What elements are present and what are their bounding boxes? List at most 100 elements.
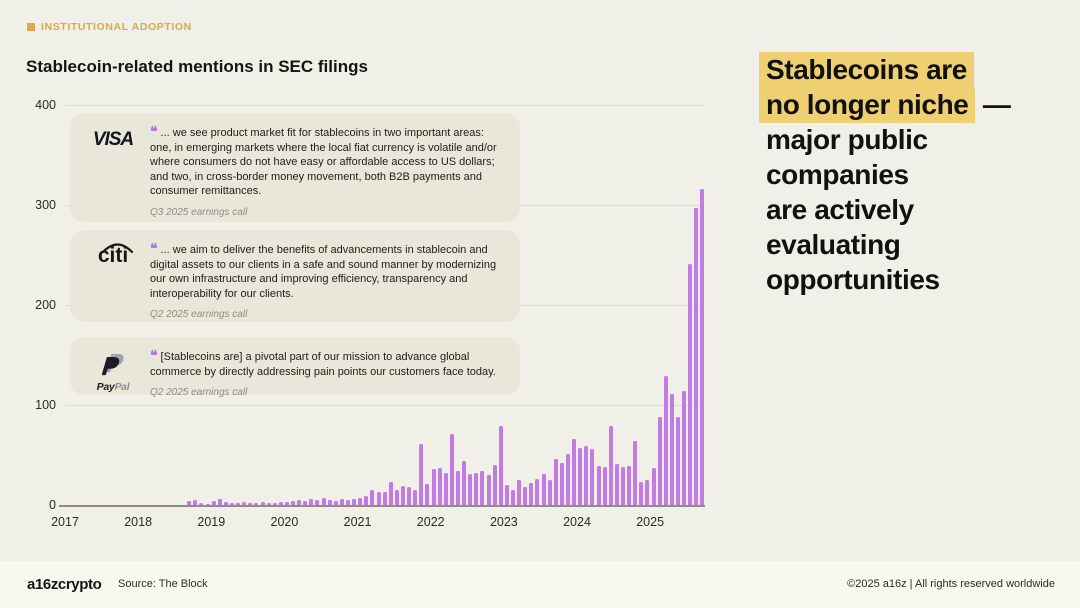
bar <box>370 490 375 505</box>
bar <box>217 499 222 505</box>
bar <box>333 501 338 505</box>
quote-attribution-visa: Q3 2025 earnings call <box>150 206 248 218</box>
bars <box>65 105 705 505</box>
x-tick-label: 2025 <box>636 515 665 529</box>
bar <box>223 502 228 505</box>
headline: Stablecoins are no longer niche — major … <box>759 52 1056 297</box>
bar <box>394 490 399 505</box>
bar <box>541 474 546 505</box>
bar <box>321 498 326 505</box>
bar <box>572 439 577 505</box>
quote-text-paypal: ❝ [Stablecoins are] a pivotal part of our… <box>150 347 496 378</box>
bar <box>627 466 632 505</box>
quote-icon: ❝ <box>150 347 158 363</box>
quote-attribution-citi: Q2 2025 earnings call <box>150 309 248 320</box>
bar <box>523 487 528 505</box>
bar <box>291 501 296 505</box>
bar <box>474 473 479 505</box>
bar <box>700 189 705 505</box>
bar <box>492 465 497 505</box>
bar <box>535 479 540 505</box>
bar <box>309 499 314 505</box>
bar <box>437 468 442 505</box>
paypal-logo-icon: PayPal <box>97 353 130 395</box>
x-tick-label: 2019 <box>197 515 226 529</box>
quote-attribution-paypal: Q2 2025 earnings call <box>150 387 248 398</box>
bar <box>529 483 534 505</box>
bar <box>486 475 491 505</box>
source-label: Source: The Block <box>118 578 208 590</box>
bar <box>376 492 381 505</box>
bar <box>682 391 687 505</box>
eyebrow-label: INSTITUTIONAL ADOPTION <box>41 21 192 33</box>
bar <box>645 480 650 505</box>
bar <box>663 376 668 505</box>
bar <box>675 417 680 505</box>
bar-chart-plot <box>59 105 705 507</box>
bar <box>242 502 247 505</box>
headline-line: companies <box>766 159 909 190</box>
bar <box>602 467 607 505</box>
bar <box>297 500 302 505</box>
visa-logo-icon: VISA <box>92 129 134 150</box>
bar <box>694 208 699 505</box>
quote-text-visa: ❝... we see product market fit for stabl… <box>150 123 497 197</box>
footer: a16zcrypto Source: The Block ©2025 a16z … <box>0 561 1080 608</box>
y-tick-label: 100 <box>35 398 56 412</box>
gridline <box>65 405 705 406</box>
bar <box>272 503 277 505</box>
bar <box>248 503 253 505</box>
bar <box>236 503 241 505</box>
bar <box>284 502 289 505</box>
y-tick-label: 300 <box>35 198 56 212</box>
x-tick-label: 2022 <box>416 515 445 529</box>
bar <box>620 467 625 505</box>
bar <box>596 466 601 505</box>
bar <box>358 498 363 505</box>
bar <box>327 500 332 505</box>
headline-line: are actively <box>766 194 914 225</box>
bar <box>303 501 308 505</box>
bar <box>480 471 485 505</box>
bar <box>614 464 619 505</box>
y-axis-labels: 0 100 200 300 400 <box>14 98 56 512</box>
quote-card-visa: VISA ❝... we see product market fit for … <box>70 113 520 222</box>
headline-line: opportunities <box>766 264 940 295</box>
headline-line: major public <box>766 124 928 155</box>
bar <box>315 500 320 505</box>
x-tick-label: 2024 <box>563 515 591 529</box>
paypal-mark-icon <box>101 354 124 376</box>
bar <box>388 482 393 505</box>
bar <box>199 503 204 505</box>
square-bullet-icon <box>27 23 35 31</box>
x-tick-label: 2018 <box>124 515 153 529</box>
x-axis-labels: 2017 2018 2019 2020 2021 2022 2023 2024 2025 <box>51 515 705 533</box>
bar <box>468 474 473 505</box>
bar <box>456 471 460 505</box>
bar <box>211 501 216 505</box>
paypal-wordmark: PayPal <box>96 381 130 393</box>
x-tick-label: 2017 <box>51 515 79 529</box>
bar <box>669 394 674 505</box>
x-axis-line <box>59 505 705 507</box>
bar <box>266 503 271 505</box>
bar <box>517 480 522 505</box>
quote-text-citi: ❝... we aim to deliver the benefits of a… <box>150 240 497 300</box>
bar <box>229 503 234 505</box>
bar <box>498 426 503 505</box>
headline-line: Stablecoins are <box>759 52 1056 88</box>
bar <box>187 501 192 505</box>
bar <box>425 484 430 505</box>
bar <box>651 468 656 505</box>
a16zcrypto-logo: a16zcrypto <box>27 576 102 593</box>
bar <box>657 417 662 505</box>
headline-line: no longer niche — <box>759 87 1056 123</box>
bar <box>352 499 357 505</box>
headline-line: evaluating <box>766 229 901 260</box>
bar <box>419 444 424 505</box>
y-tick-label: 400 <box>35 98 56 112</box>
bar <box>504 485 509 505</box>
bar <box>413 490 418 505</box>
bar <box>608 426 613 505</box>
bar <box>688 264 693 505</box>
